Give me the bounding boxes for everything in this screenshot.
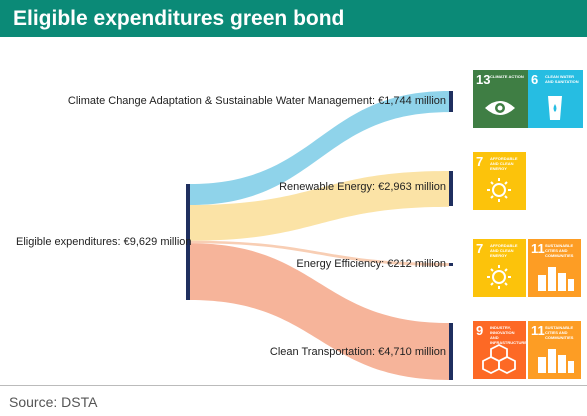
sankey-flow-band	[190, 240, 449, 266]
source-node-bar	[186, 184, 190, 300]
eye-earth-icon	[485, 101, 515, 115]
target-node-bar-renewable	[449, 171, 453, 206]
flow-label-climate: Climate Change Adaptation & Sustainable …	[67, 95, 446, 107]
city-icon	[538, 267, 574, 291]
sdg-tile-11-transport: 11 Sustainable cities and communities	[528, 321, 581, 379]
page-title: Eligible expenditures green bond	[0, 0, 587, 37]
source-node-label: Eligible expenditures: €9,629 million	[16, 236, 192, 248]
sdg-tile-13: 13 Climate action	[473, 70, 528, 128]
flow-label-renewable: Renewable Energy: €2,963 million	[279, 181, 446, 193]
sdg-tile-6: 6 Clean water and sanitation	[528, 70, 583, 128]
sdg-tile-7-renewable: 7 Affordable and clean energy	[473, 152, 526, 210]
sankey-flow-band	[190, 243, 449, 380]
target-node-bar-transport	[449, 323, 453, 380]
target-node-bar-climate	[449, 91, 453, 112]
flow-label-transport: Clean Transportation: €4,710 million	[269, 346, 446, 358]
sankey-flow-band	[190, 91, 449, 206]
source-note: Source: DSTA	[9, 394, 98, 410]
sdg-tile-11-efficiency: 11 Sustainable cities and communities	[528, 239, 581, 297]
cubes-icon	[482, 343, 516, 375]
sun-power-icon	[487, 265, 511, 289]
footer-divider	[0, 385, 587, 386]
sun-power-icon	[487, 178, 511, 202]
sdg-tile-9: 9 Industry, innovation and infrastructur…	[473, 321, 526, 379]
sdg-tile-7-efficiency: 7 Affordable and clean energy	[473, 239, 526, 297]
target-node-bar-efficiency	[449, 263, 453, 266]
flow-label-efficiency: Energy Efficiency: €212 million	[296, 258, 446, 270]
city-icon	[538, 349, 574, 373]
sankey-flow-band	[190, 171, 449, 241]
water-glass-icon	[548, 96, 562, 120]
